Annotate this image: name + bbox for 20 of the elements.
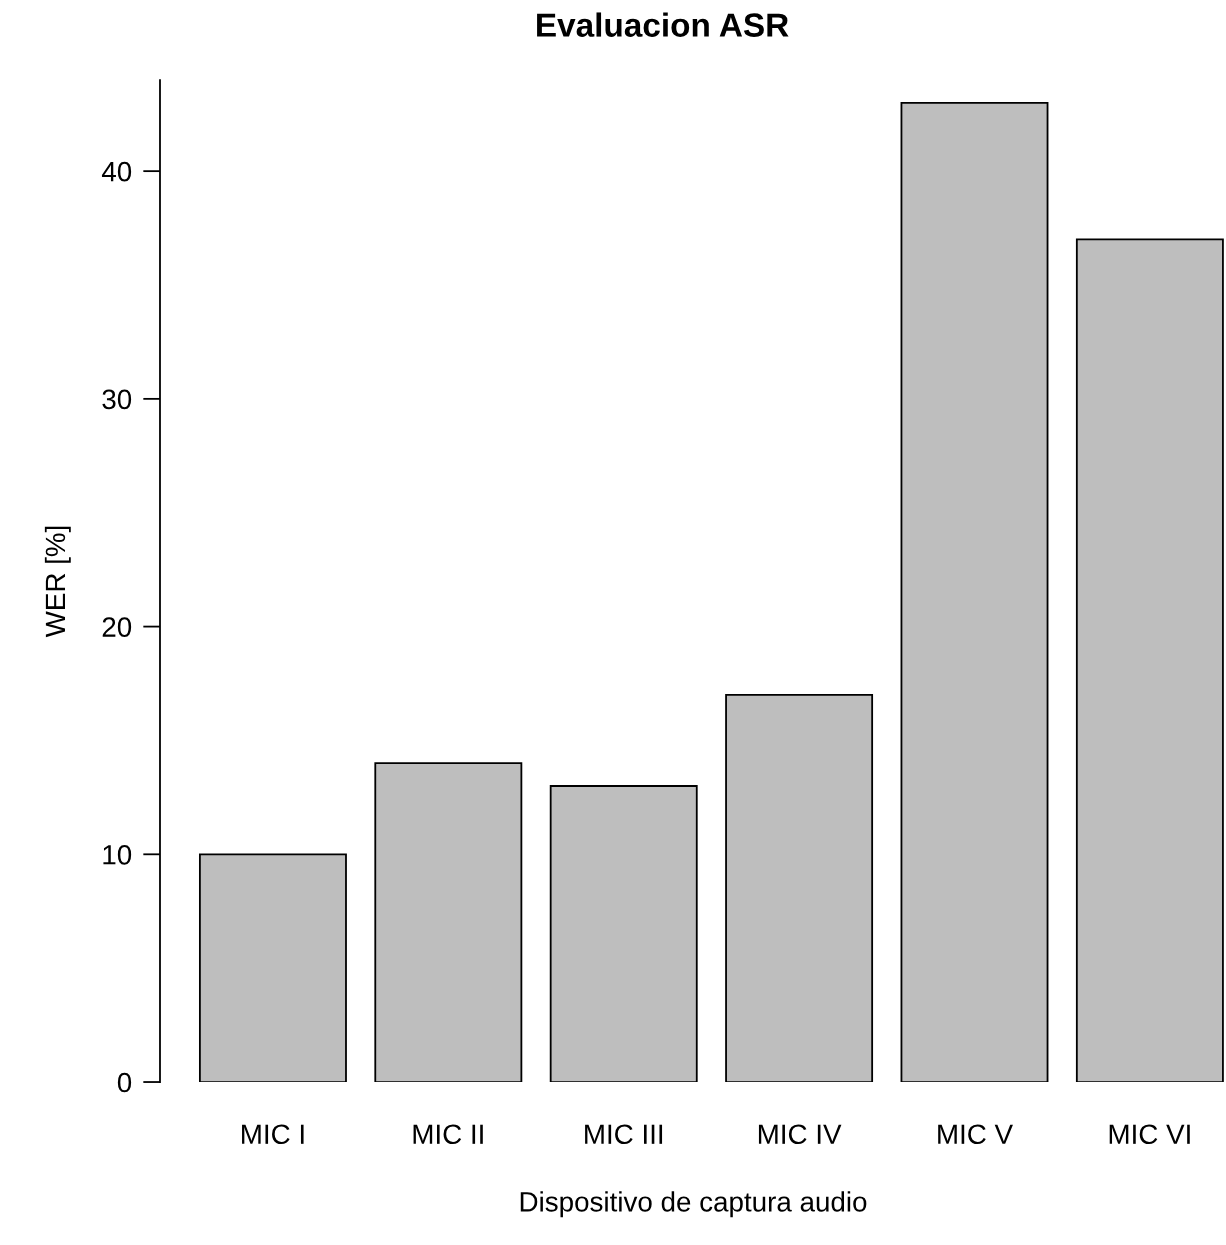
y-tick-label: 0 (117, 1072, 132, 1093)
x-tick-label: MIC I (242, 1124, 304, 1145)
y-tick-label: 40 (101, 161, 132, 182)
y-axis-title: WER [%] (44, 526, 71, 638)
x-tick-label: MIC IV (758, 1124, 842, 1145)
bar (198, 853, 347, 1083)
x-axis-title: Dispositivo de captura audio (520, 1191, 867, 1218)
x-tick-label: MIC III (585, 1124, 663, 1145)
bar (374, 762, 523, 1083)
bar (725, 693, 874, 1083)
chart-title: Evaluacion ASR (537, 12, 789, 37)
y-tick-label: 30 (102, 389, 132, 410)
x-tick-label: MIC VI (1109, 1124, 1190, 1145)
bar (1075, 238, 1224, 1083)
x-tick-label: MIC II (413, 1124, 483, 1145)
bar (900, 101, 1049, 1083)
bar (549, 785, 698, 1083)
y-tick-label: 20 (102, 617, 132, 637)
y-tick-label: 10 (103, 844, 132, 865)
x-tick-label: MIC V (938, 1124, 1013, 1145)
